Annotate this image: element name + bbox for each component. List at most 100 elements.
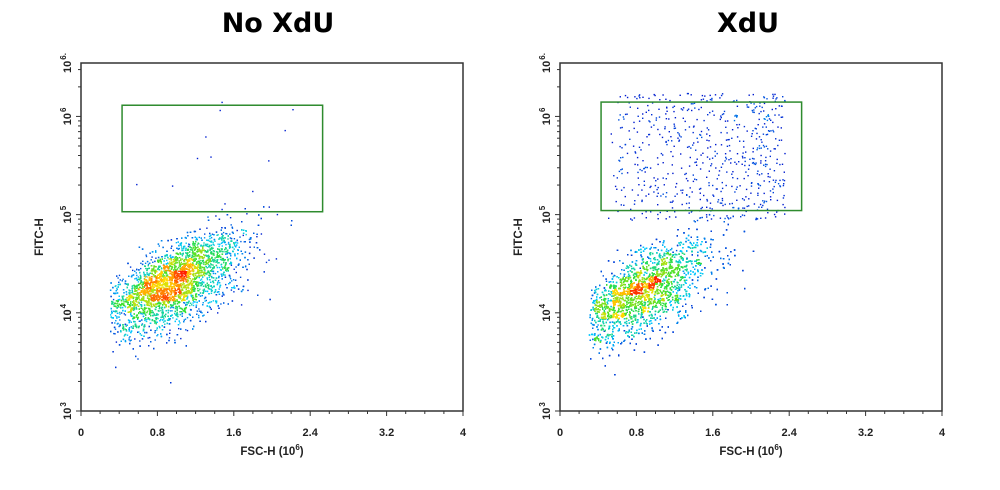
event-point: [152, 311, 154, 314]
event-point: [111, 322, 113, 324]
event-point: [188, 277, 190, 279]
event-point: [143, 271, 145, 274]
event-point: [200, 263, 202, 265]
event-point: [233, 285, 235, 287]
event-point: [167, 266, 169, 268]
event-point: [133, 304, 136, 306]
event-point: [142, 285, 144, 288]
event-point: [148, 325, 150, 328]
event-point: [138, 288, 140, 290]
event-point: [155, 266, 157, 268]
event-point: [183, 301, 185, 304]
event-point: [191, 249, 193, 251]
event-point: [131, 289, 133, 291]
event-point: [118, 306, 120, 308]
event-point: [142, 296, 144, 298]
event-point: [192, 256, 195, 258]
event-point: [113, 303, 115, 306]
event-point: [149, 309, 152, 312]
event-point: [201, 256, 203, 258]
event-point: [132, 325, 134, 327]
event-point: [223, 271, 225, 274]
event-point: [200, 262, 203, 264]
event-point: [215, 300, 218, 302]
event-point: [256, 236, 258, 238]
event-point: [203, 272, 205, 274]
event-point: [121, 306, 124, 309]
event-point: [189, 260, 191, 262]
event-point: [115, 292, 117, 295]
event-point: [230, 237, 233, 240]
event-point: [150, 259, 152, 261]
event-point: [127, 284, 129, 286]
event-point: [132, 308, 134, 310]
event-point: [160, 316, 162, 319]
event-point: [184, 307, 186, 310]
event-point: [154, 296, 156, 299]
event-point: [166, 270, 168, 272]
event-point: [151, 278, 153, 280]
event-point: [199, 249, 201, 251]
event-point: [130, 321, 132, 323]
event-point: [186, 304, 188, 306]
event-point: [189, 265, 191, 267]
event-point: [116, 302, 118, 305]
event-point: [230, 289, 233, 291]
event-point: [211, 246, 213, 249]
event-point: [221, 275, 223, 277]
event-point: [188, 271, 190, 273]
event-point: [124, 340, 127, 343]
event-point: [193, 252, 195, 255]
event-point: [157, 261, 160, 263]
event-point: [143, 290, 145, 293]
event-point: [118, 281, 120, 284]
event-point: [122, 278, 124, 280]
event-point: [175, 242, 178, 244]
event-point: [196, 261, 198, 263]
event-point: [135, 298, 137, 301]
event-point: [216, 255, 219, 257]
event-point: [172, 261, 175, 263]
event-point: [182, 253, 184, 255]
event-point: [147, 303, 149, 306]
event-point: [193, 230, 196, 233]
event-point: [210, 260, 213, 262]
event-point: [156, 292, 159, 294]
event-point: [195, 293, 198, 295]
event-point: [133, 293, 136, 295]
event-point: [198, 262, 200, 264]
event-point: [131, 287, 133, 290]
event-point: [148, 304, 150, 307]
event-point: [203, 289, 205, 291]
event-point: [172, 306, 175, 309]
event-point: [175, 285, 178, 287]
event-point: [196, 272, 199, 274]
event-point: [124, 282, 126, 285]
event-point: [168, 276, 171, 278]
event-point: [170, 304, 172, 306]
event-point: [186, 297, 189, 299]
event-point: [233, 248, 235, 250]
event-point: [139, 293, 141, 295]
event-point: [153, 276, 155, 278]
event-point: [198, 266, 200, 268]
event-point: [234, 245, 236, 247]
event-point: [154, 330, 156, 332]
event-point: [188, 243, 190, 245]
event-point: [178, 261, 180, 264]
event-point: [124, 328, 126, 330]
event-point: [148, 318, 150, 320]
event-point: [173, 301, 175, 304]
event-point: [197, 271, 199, 274]
event-point: [126, 324, 128, 326]
event-point: [193, 249, 196, 251]
event-point: [133, 301, 135, 303]
event-point: [253, 257, 255, 259]
event-point: [227, 303, 229, 305]
event-point: [132, 348, 134, 350]
event-point: [170, 259, 172, 261]
event-point: [226, 214, 229, 216]
event-point: [200, 249, 202, 251]
event-point: [151, 319, 154, 321]
event-point: [193, 267, 196, 269]
